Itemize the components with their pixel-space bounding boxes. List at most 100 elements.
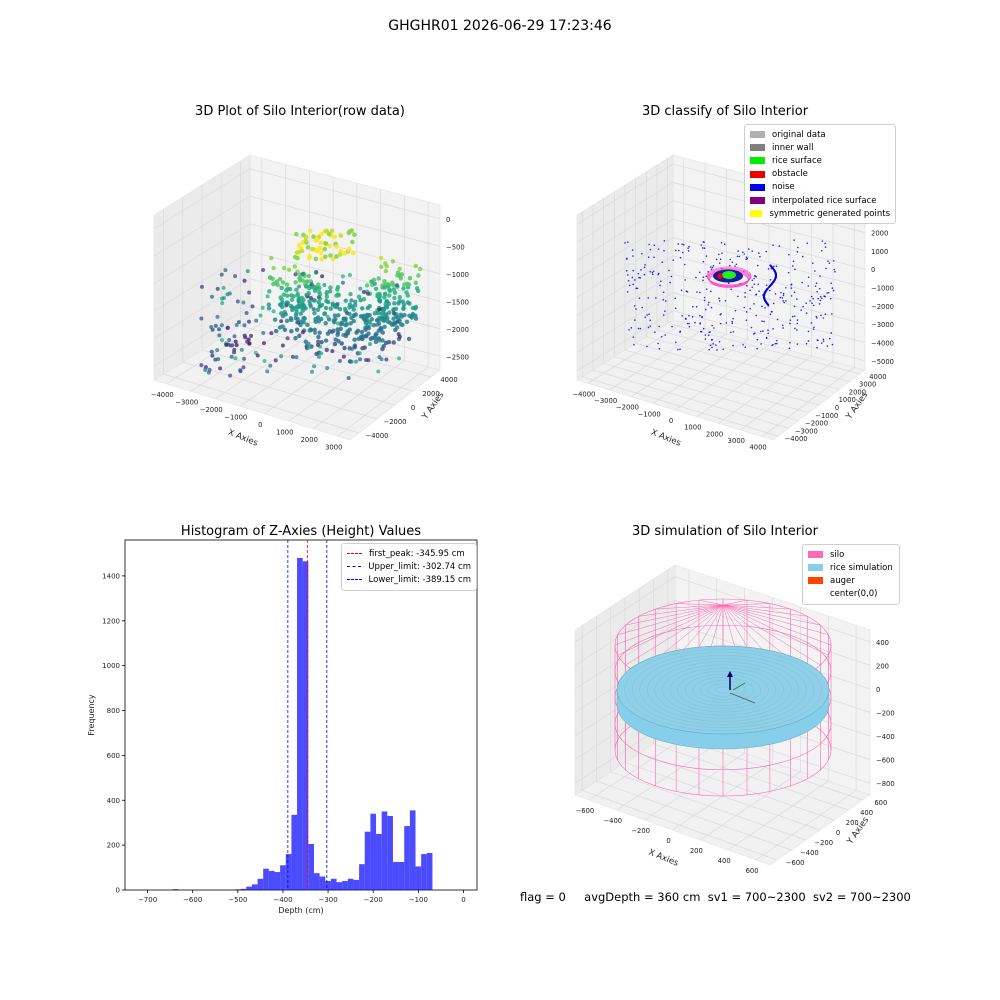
p2-noise-point bbox=[703, 247, 706, 250]
p1-data-point bbox=[312, 310, 317, 316]
p3-hist-bar bbox=[392, 861, 399, 890]
p1-data-point bbox=[368, 322, 373, 327]
p1-gridline bbox=[249, 195, 441, 247]
p1-data-point bbox=[303, 284, 309, 289]
p2-noise-point bbox=[766, 288, 769, 291]
p1-data-point bbox=[307, 253, 312, 259]
p1-data-point bbox=[242, 323, 247, 328]
p1-data-point bbox=[316, 295, 321, 300]
p4-silo-roof-wire bbox=[625, 604, 724, 626]
p2-noise-point bbox=[781, 324, 784, 327]
p1-data-point bbox=[360, 306, 365, 311]
p3-hist-bar bbox=[313, 873, 320, 890]
p2-noise-point bbox=[687, 250, 690, 252]
p1-data-point bbox=[328, 289, 333, 294]
p2-noise-point bbox=[815, 282, 818, 285]
p3-ytick-label: 200 bbox=[107, 842, 120, 850]
p1-data-point bbox=[227, 291, 232, 296]
p1-ytick-label: −4000 bbox=[366, 432, 389, 440]
p2-noise-point bbox=[811, 302, 813, 304]
p2-noise-point bbox=[659, 284, 661, 287]
p1-data-point bbox=[342, 251, 347, 256]
p2-noise-point bbox=[674, 249, 677, 252]
p2-noise-point bbox=[730, 331, 732, 334]
p1-data-point bbox=[330, 349, 335, 354]
p1-data-point bbox=[319, 256, 324, 262]
p2-xtick-label: 0 bbox=[669, 417, 673, 425]
p2-ytick-label: −4000 bbox=[785, 435, 808, 443]
p2-noise-point bbox=[775, 265, 778, 267]
p1-data-point bbox=[372, 281, 377, 286]
p1-xtick-label: 3000 bbox=[325, 443, 342, 451]
p3-ytick-label: 1200 bbox=[102, 617, 120, 625]
p1-data-point bbox=[390, 259, 396, 264]
p2-noise-point bbox=[749, 289, 751, 292]
p2-gridline bbox=[656, 329, 850, 383]
p2-noise-point bbox=[731, 322, 734, 325]
p2-noise-point bbox=[788, 253, 790, 256]
p1-data-point bbox=[295, 291, 300, 297]
p1-data-point bbox=[303, 238, 309, 243]
p2-noise-point bbox=[827, 291, 830, 294]
p2-noise-point bbox=[687, 247, 689, 249]
p2-noise-point bbox=[658, 325, 660, 328]
p1-data-point bbox=[343, 306, 348, 311]
p1-data-point bbox=[397, 295, 403, 300]
p1-data-point bbox=[246, 337, 251, 342]
p4-rice-mesh bbox=[616, 645, 830, 735]
legend-entry: symmetric generated points bbox=[750, 207, 890, 220]
p1-data-point bbox=[401, 302, 407, 307]
p2-xtick-label: −2000 bbox=[616, 404, 639, 412]
p2-noise-point bbox=[783, 301, 785, 304]
p1-data-point bbox=[245, 269, 250, 274]
p2-noise-point bbox=[805, 342, 808, 345]
p2-noise-point bbox=[796, 251, 799, 253]
p2-noise-point bbox=[762, 330, 764, 332]
p1-data-point bbox=[280, 280, 286, 285]
p3-hist-bar bbox=[359, 864, 365, 890]
p1-data-point bbox=[262, 359, 267, 364]
p1-data-point bbox=[234, 322, 239, 327]
p2-gridline bbox=[672, 200, 866, 252]
p1-data-point bbox=[340, 280, 345, 285]
p1-data-point bbox=[346, 230, 352, 236]
p1-data-point bbox=[297, 276, 303, 282]
p1-data-point bbox=[347, 273, 352, 278]
legend-label: auger bbox=[830, 575, 855, 586]
p2-noise-point bbox=[710, 290, 712, 293]
p1-data-point bbox=[361, 297, 367, 302]
p4-rice-mesh bbox=[662, 664, 784, 716]
p2-noise-point bbox=[744, 296, 746, 298]
p2-noise-point bbox=[775, 339, 778, 342]
p2-ztick-label: −2000 bbox=[871, 303, 894, 311]
p1-data-point bbox=[394, 325, 400, 330]
p4-xtick-label: 0 bbox=[666, 837, 670, 845]
p1-data-point bbox=[391, 311, 396, 316]
p2-noise-point bbox=[641, 252, 643, 255]
p2-noise-point bbox=[782, 327, 784, 329]
p2-noise-point bbox=[649, 270, 652, 273]
p4-silo-roof-wire bbox=[638, 604, 724, 617]
p1-data-point bbox=[413, 306, 418, 311]
p2-noise-point bbox=[812, 328, 815, 330]
p2-noise-point bbox=[688, 322, 690, 325]
panel3-legend: first_peak: -345.95 cm Upper_limit: -302.… bbox=[341, 543, 477, 591]
p2-gridline bbox=[592, 369, 789, 429]
p2-noise-point bbox=[774, 270, 777, 273]
p2-noise-point bbox=[758, 290, 760, 292]
p2-ytick-label: −2000 bbox=[805, 420, 828, 428]
p3-hist-bar bbox=[336, 882, 343, 890]
p1-data-point bbox=[360, 334, 365, 339]
legend-label: Lower_limit: -389.15 cm bbox=[368, 574, 471, 585]
p1-data-point bbox=[273, 358, 278, 363]
p2-noise-point bbox=[653, 244, 656, 247]
p1-data-point bbox=[265, 369, 270, 374]
p1-data-point bbox=[378, 294, 383, 299]
p2-noise-point bbox=[771, 310, 773, 313]
p1-data-point bbox=[229, 354, 234, 359]
p2-noise-point bbox=[708, 348, 710, 351]
p1-data-point bbox=[199, 284, 204, 289]
p2-noise-point bbox=[793, 291, 796, 294]
p1-data-point bbox=[278, 295, 283, 300]
p1-data-point bbox=[382, 295, 387, 300]
